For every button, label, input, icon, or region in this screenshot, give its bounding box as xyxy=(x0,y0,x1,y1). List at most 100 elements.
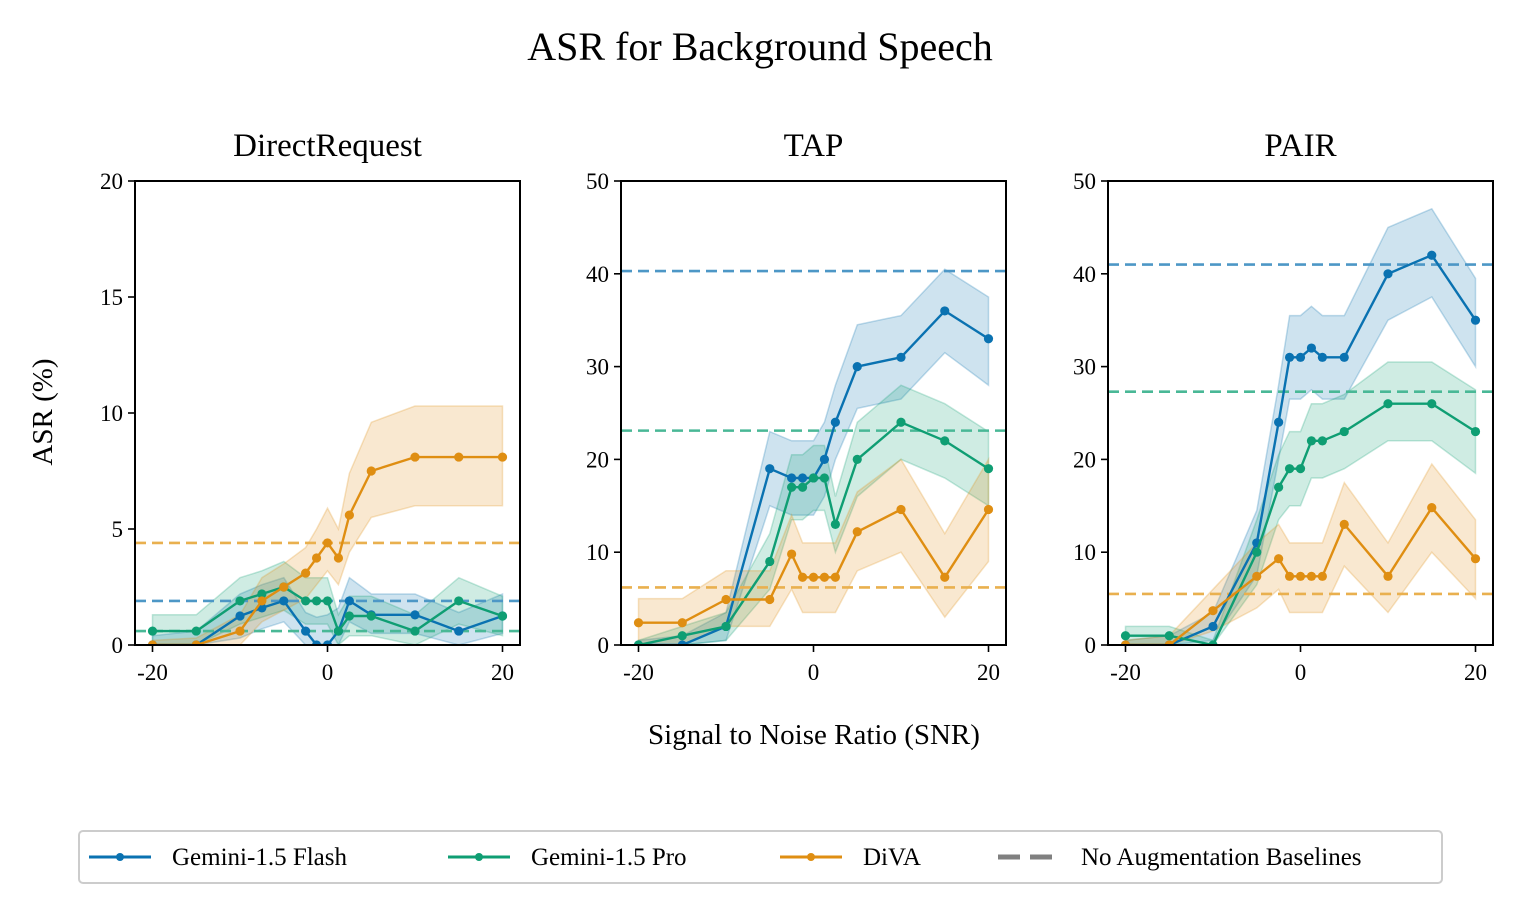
point-pair-flash-2 xyxy=(1208,621,1218,632)
band-directrequest-diva xyxy=(151,405,504,645)
point-tap-pro-12 xyxy=(983,464,994,474)
point-directrequest-pro-5 xyxy=(301,596,311,606)
y-axis-label: ASR (%) xyxy=(27,358,59,465)
ytick-label-pair-4: 40 xyxy=(1073,262,1096,287)
point-directrequest-pro-3 xyxy=(257,589,267,599)
ytick-label-directrequest-2: 10 xyxy=(100,401,123,426)
point-tap-pro-3 xyxy=(765,556,775,567)
xtick-label-pair-0: -20 xyxy=(1110,660,1141,685)
point-tap-pro-10 xyxy=(896,417,906,427)
point-tap-flash-8 xyxy=(830,417,840,427)
ytick-label-directrequest-1: 5 xyxy=(112,517,124,542)
point-tap-diva-11 xyxy=(940,572,950,582)
legend-label-pro: Gemini-1.5 Pro xyxy=(531,844,687,871)
point-directrequest-flash-5 xyxy=(301,626,311,636)
point-tap-diva-3 xyxy=(765,594,775,605)
point-directrequest-flash-2 xyxy=(235,611,245,621)
legend-frame xyxy=(78,830,1443,884)
point-pair-flash-12 xyxy=(1470,315,1481,325)
point-pair-pro-7 xyxy=(1306,436,1317,446)
point-tap-pro-1 xyxy=(677,631,687,641)
series-line-directrequest-diva xyxy=(152,455,503,645)
point-pair-diva-3 xyxy=(1252,571,1262,581)
point-tap-diva-10 xyxy=(896,504,906,515)
point-pair-diva-5 xyxy=(1284,571,1295,581)
point-tap-flash-7 xyxy=(819,454,830,464)
point-directrequest-pro-0 xyxy=(147,626,158,636)
x-axis-label: Signal to Noise Ratio (SNR) xyxy=(648,719,980,751)
legend-marker-flash xyxy=(116,853,124,861)
point-pair-flash-10 xyxy=(1383,269,1393,279)
point-pair-pro-4 xyxy=(1274,482,1284,492)
point-pair-flash-9 xyxy=(1339,352,1349,362)
point-pair-pro-3 xyxy=(1252,547,1262,557)
point-directrequest-pro-1 xyxy=(191,626,201,636)
plot-area-pair xyxy=(1108,207,1493,645)
point-directrequest-flash-6 xyxy=(311,640,322,645)
point-tap-diva-5 xyxy=(797,572,808,582)
point-pair-pro-1 xyxy=(1164,631,1174,641)
point-directrequest-flash-7 xyxy=(322,640,333,645)
ytick-label-directrequest-3: 15 xyxy=(100,285,123,310)
point-tap-flash-1 xyxy=(677,640,687,645)
point-directrequest-diva-1 xyxy=(191,640,201,645)
point-tap-diva-8 xyxy=(830,572,840,582)
point-tap-flash-4 xyxy=(787,473,797,483)
ytick-label-tap-3: 30 xyxy=(586,355,609,380)
point-directrequest-diva-12 xyxy=(454,452,464,462)
point-pair-pro-10 xyxy=(1383,399,1393,409)
point-pair-flash-6 xyxy=(1295,352,1306,362)
point-pair-flash-11 xyxy=(1427,250,1437,260)
point-directrequest-diva-10 xyxy=(366,466,376,476)
point-directrequest-diva-6 xyxy=(311,553,322,563)
point-tap-pro-0 xyxy=(633,640,644,645)
point-directrequest-flash-4 xyxy=(279,596,289,606)
point-directrequest-diva-3 xyxy=(257,596,267,606)
point-tap-flash-5 xyxy=(797,473,808,483)
point-directrequest-flash-11 xyxy=(410,610,420,620)
point-pair-pro-2 xyxy=(1208,640,1218,645)
point-pair-pro-0 xyxy=(1120,631,1131,641)
point-tap-flash-11 xyxy=(940,306,950,316)
point-pair-pro-12 xyxy=(1470,426,1481,437)
point-pair-pro-11 xyxy=(1427,399,1437,409)
point-pair-flash-5 xyxy=(1284,352,1295,362)
point-directrequest-diva-4 xyxy=(279,582,289,592)
point-directrequest-diva-2 xyxy=(235,626,245,636)
xtick-label-directrequest-0: -20 xyxy=(137,660,168,685)
plot-area-directrequest xyxy=(135,405,520,645)
legend-label-baseline: No Augmentation Baselines xyxy=(1081,844,1362,871)
xtick-label-tap-1: 0 xyxy=(808,660,820,685)
band-pair-flash xyxy=(1124,207,1477,645)
ytick-label-pair-1: 10 xyxy=(1073,540,1096,565)
point-tap-diva-4 xyxy=(787,549,797,559)
legend-item-pro: Gemini-1.5 Pro xyxy=(448,844,687,871)
ytick-label-directrequest-4: 20 xyxy=(100,169,123,194)
point-pair-pro-6 xyxy=(1295,464,1306,474)
ytick-label-pair-5: 50 xyxy=(1073,169,1096,194)
point-directrequest-diva-0 xyxy=(147,640,158,645)
ytick-label-tap-1: 10 xyxy=(586,540,609,565)
point-tap-flash-9 xyxy=(852,362,862,372)
point-directrequest-pro-11 xyxy=(410,626,420,636)
point-tap-pro-7 xyxy=(819,473,830,483)
point-tap-pro-5 xyxy=(797,482,808,492)
point-pair-flash-8 xyxy=(1317,352,1327,362)
point-pair-diva-11 xyxy=(1427,503,1437,513)
point-pair-diva-10 xyxy=(1383,571,1393,581)
xtick-label-tap-0: -20 xyxy=(623,660,654,685)
point-tap-diva-9 xyxy=(852,527,862,537)
legend-item-diva: DiVA xyxy=(780,844,921,871)
point-pair-flash-4 xyxy=(1274,417,1284,427)
point-directrequest-pro-10 xyxy=(366,611,376,621)
point-directrequest-pro-9 xyxy=(344,611,354,621)
point-pair-diva-2 xyxy=(1208,606,1218,616)
point-pair-flash-7 xyxy=(1306,343,1317,353)
legend-marker-pro xyxy=(475,853,483,861)
point-directrequest-pro-7 xyxy=(322,596,333,606)
ytick-label-pair-2: 20 xyxy=(1073,447,1096,472)
point-directrequest-diva-5 xyxy=(301,568,311,578)
point-directrequest-flash-12 xyxy=(454,626,464,636)
point-directrequest-pro-12 xyxy=(454,596,464,606)
legend: Gemini-1.5 Flash Gemini-1.5 Pro DiVA No … xyxy=(78,830,1443,884)
